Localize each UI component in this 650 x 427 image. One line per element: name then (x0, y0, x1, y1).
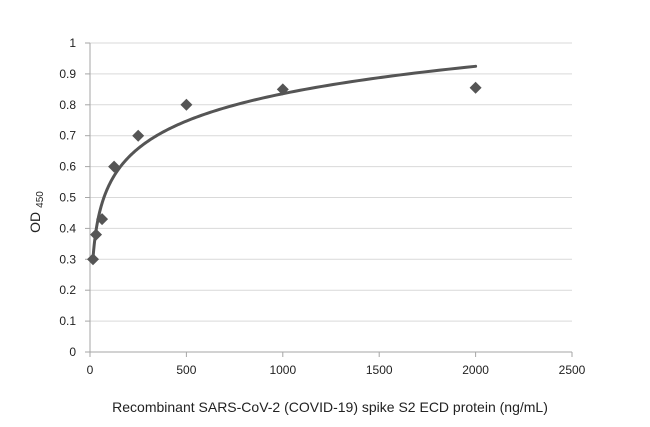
data-point-diamond (96, 213, 109, 226)
trendline-layer (91, 64, 478, 260)
y-tick-label: 0.5 (59, 191, 76, 205)
y-tick-label: 0.4 (59, 221, 76, 235)
x-tick-label: 1500 (366, 363, 393, 377)
y-tick-label: 1 (69, 36, 76, 50)
y-tick-label: 0.9 (59, 67, 76, 81)
x-tick-label: 2000 (462, 363, 489, 377)
axes (89, 43, 572, 353)
y-axis-label: OD 450 (27, 191, 46, 233)
y-tick-label: 0.1 (59, 314, 76, 328)
data-point-diamond (132, 129, 145, 142)
x-tick-label: 1000 (269, 363, 296, 377)
x-tick-labels: 0 500 1000 1500 2000 2500 (87, 363, 586, 377)
y-tick-label: 0.3 (59, 252, 76, 266)
data-points (87, 81, 482, 266)
data-point-diamond (469, 81, 482, 94)
gridlines (85, 42, 573, 357)
x-tick-label: 0 (87, 363, 94, 377)
y-axis-label-subscript: 450 (35, 191, 46, 208)
y-tick-label: 0.8 (59, 98, 76, 112)
y-tick-label: 0.6 (59, 160, 76, 174)
x-tick-label: 500 (176, 363, 196, 377)
y-axis-label-main: OD (27, 212, 43, 233)
y-tick-labels: 0 0.1 0.2 0.3 0.4 0.5 0.6 0.7 0.8 0.9 1 (59, 36, 76, 359)
data-point-diamond (87, 253, 100, 266)
y-tick-label: 0.2 (59, 283, 76, 297)
data-point-diamond (108, 160, 121, 173)
data-point-diamond (90, 228, 103, 241)
x-axis-label: Recombinant SARS-CoV-2 (COVID-19) spike … (112, 399, 548, 415)
data-point-diamond (276, 83, 289, 96)
y-tick-label: 0 (69, 345, 76, 359)
y-tick-label: 0.7 (59, 129, 76, 143)
trendline-curve (91, 64, 478, 260)
data-point-diamond (180, 98, 193, 111)
x-tick-label: 2500 (559, 363, 586, 377)
